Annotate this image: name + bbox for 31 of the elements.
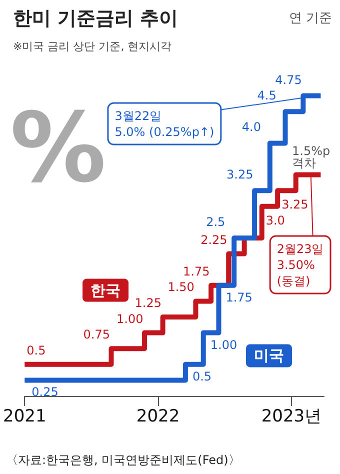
chart-subtitle: ※미국 금리 상단 기준, 현지시각 <box>13 40 172 53</box>
data-label: 0.5 <box>26 343 46 358</box>
data-label: 0.5 <box>192 369 212 384</box>
data-label: 2.25 <box>200 232 228 247</box>
text: 한국 <box>90 281 121 300</box>
data-label: 1.75 <box>183 264 210 278</box>
data-label: 4.75 <box>275 72 302 87</box>
text: 연 기준 <box>288 11 332 26</box>
data-label: 3.25 <box>282 198 308 212</box>
annotation: 3월22일 5.0% (0.25%p↑) <box>114 108 214 139</box>
annotation: 1.5%p 격차 <box>292 144 330 170</box>
data-label: 4.0 <box>242 120 261 134</box>
annotation: % <box>10 92 106 204</box>
data-label: 2.5 <box>206 215 226 229</box>
data-label: 1.25 <box>134 296 162 310</box>
data-label: 4.5 <box>257 88 276 103</box>
data-label: 1.00 <box>210 338 238 352</box>
data-label: 3.25 <box>226 168 254 182</box>
data-label: 1.00 <box>116 312 144 326</box>
text: 〈자료:한국은행, 미국연방준비제도(Fed)〉 <box>6 453 240 467</box>
x-tick-label: 2023년 <box>261 406 322 426</box>
data-label: 1.50 <box>168 280 194 294</box>
data-label: 1.75 <box>226 290 252 304</box>
chart-title: 한미 기준금리 추이 <box>13 8 178 30</box>
annotation: 2월23일 3.50% (동결) <box>276 242 324 288</box>
x-tick-label: 2022 <box>136 406 180 426</box>
text: 미국 <box>254 346 284 365</box>
data-label: 0.25 <box>32 385 58 400</box>
data-label: 3.0 <box>266 213 285 228</box>
x-tick-label: 2021 <box>3 406 46 426</box>
data-label: 0.75 <box>83 328 110 342</box>
